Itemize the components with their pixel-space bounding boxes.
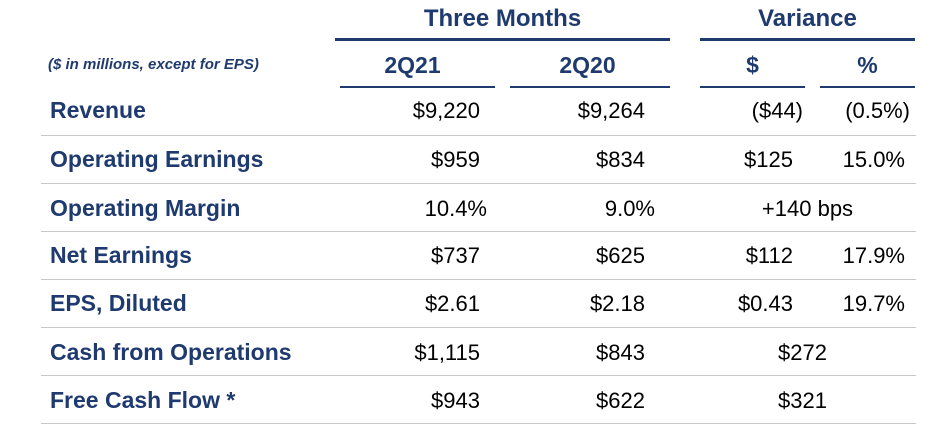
operating-earnings-2q21: $959 xyxy=(431,147,480,172)
row-divider xyxy=(41,375,916,376)
column-header-rule-variance-percent xyxy=(820,86,915,88)
column-header-variance-percent: % xyxy=(857,52,878,78)
row-divider xyxy=(41,279,916,280)
operating-margin-2q20: 9.0% xyxy=(604,196,655,221)
revenue-variance-dollar: ($44) xyxy=(751,98,803,123)
operating-earnings-variance-percent: 15.0% xyxy=(842,147,905,172)
row-label-eps-diluted: EPS, Diluted xyxy=(50,290,187,316)
row-divider xyxy=(41,135,916,136)
row-label-operating-margin: Operating Margin xyxy=(50,195,241,221)
column-header-rule-2q20 xyxy=(510,86,670,88)
eps-diluted-variance-percent: 19.7% xyxy=(842,291,905,316)
units-note: ($ in millions, except for EPS) xyxy=(48,56,259,73)
row-label-revenue: Revenue xyxy=(50,97,146,123)
revenue-2q20: $9,264 xyxy=(577,98,645,123)
operating-earnings-2q20: $834 xyxy=(596,147,645,172)
net-earnings-variance-percent: 17.9% xyxy=(842,243,905,268)
operating-margin-variance: +140 bps xyxy=(761,196,854,221)
free-cash-flow-2q21: $943 xyxy=(431,388,480,413)
row-label-cash-from-operations: Cash from Operations xyxy=(50,339,292,365)
row-label-free-cash-flow: Free Cash Flow * xyxy=(50,387,236,413)
row-divider xyxy=(41,183,916,184)
net-earnings-variance-dollar: $112 xyxy=(745,243,793,268)
operating-earnings-variance-dollar: $125 xyxy=(744,147,793,172)
row-divider xyxy=(41,231,916,232)
eps-diluted-2q21: $2.61 xyxy=(424,291,480,316)
cash-from-operations-2q20: $843 xyxy=(596,340,645,365)
column-header-rule-2q21 xyxy=(340,86,495,88)
cash-from-operations-variance: $272 xyxy=(778,340,827,365)
row-divider xyxy=(41,423,916,424)
column-header-rule-variance-dollar xyxy=(700,86,805,88)
net-earnings-2q20: $625 xyxy=(596,243,645,268)
operating-margin-2q21: 10.4% xyxy=(424,196,487,221)
three-months-rule xyxy=(335,38,670,41)
revenue-variance-percent: (0.5%) xyxy=(845,98,910,123)
free-cash-flow-variance: $321 xyxy=(778,388,827,413)
variance-rule xyxy=(700,38,915,41)
cash-from-operations-2q21: $1,115 xyxy=(414,340,480,365)
eps-diluted-variance-dollar: $0.43 xyxy=(737,291,793,316)
group-header-three-months: Three Months xyxy=(423,5,582,32)
row-label-net-earnings: Net Earnings xyxy=(50,242,192,268)
free-cash-flow-2q20: $622 xyxy=(596,388,645,413)
column-header-2q21: 2Q21 xyxy=(384,52,441,78)
column-header-variance-dollar: $ xyxy=(746,52,759,78)
column-header-2q20: 2Q20 xyxy=(559,52,616,78)
row-divider xyxy=(41,327,916,328)
group-header-variance: Variance xyxy=(758,5,857,32)
net-earnings-2q21: $737 xyxy=(431,243,480,268)
eps-diluted-2q20: $2.18 xyxy=(589,291,645,316)
revenue-2q21: $9,220 xyxy=(412,98,480,123)
row-label-operating-earnings: Operating Earnings xyxy=(50,146,264,172)
